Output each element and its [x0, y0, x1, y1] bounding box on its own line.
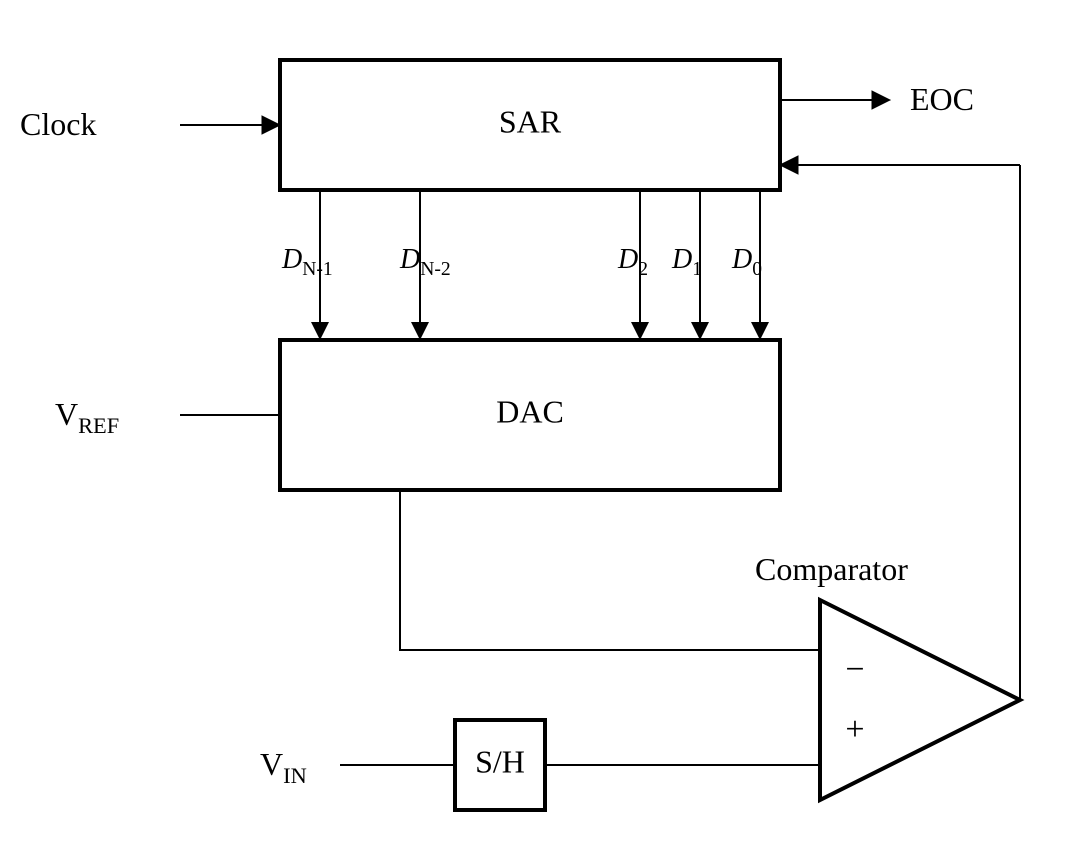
eoc-label: EOC — [910, 81, 974, 117]
sample-hold-label: S/H — [475, 743, 525, 779]
comparator-plus: + — [845, 711, 864, 748]
dac-label: DAC — [496, 393, 564, 429]
sar-label: SAR — [499, 103, 562, 139]
feedback-arrow — [780, 156, 1020, 174]
comparator-block — [820, 600, 1020, 800]
data-bit-label: DN-1 — [281, 244, 333, 280]
clock-arrow — [180, 116, 280, 134]
data-bit-label: DN-2 — [399, 244, 451, 280]
data-bit-label: D0 — [731, 244, 762, 280]
data-bit-arrows: DN-1 DN-2 D2 D1 D0 — [281, 190, 769, 340]
data-bit-label: D1 — [671, 244, 702, 280]
data-bit-label: D2 — [617, 244, 648, 280]
clock-label: Clock — [20, 106, 96, 142]
comparator-label: Comparator — [755, 551, 908, 587]
eoc-arrow — [780, 91, 890, 109]
vref-label: VREF — [55, 396, 119, 438]
vin-label: VIN — [260, 746, 307, 788]
comparator-minus: − — [845, 651, 864, 688]
sar-adc-diagram: SAR DAC S/H Comparator − + Clock EOC DN-… — [0, 0, 1078, 864]
